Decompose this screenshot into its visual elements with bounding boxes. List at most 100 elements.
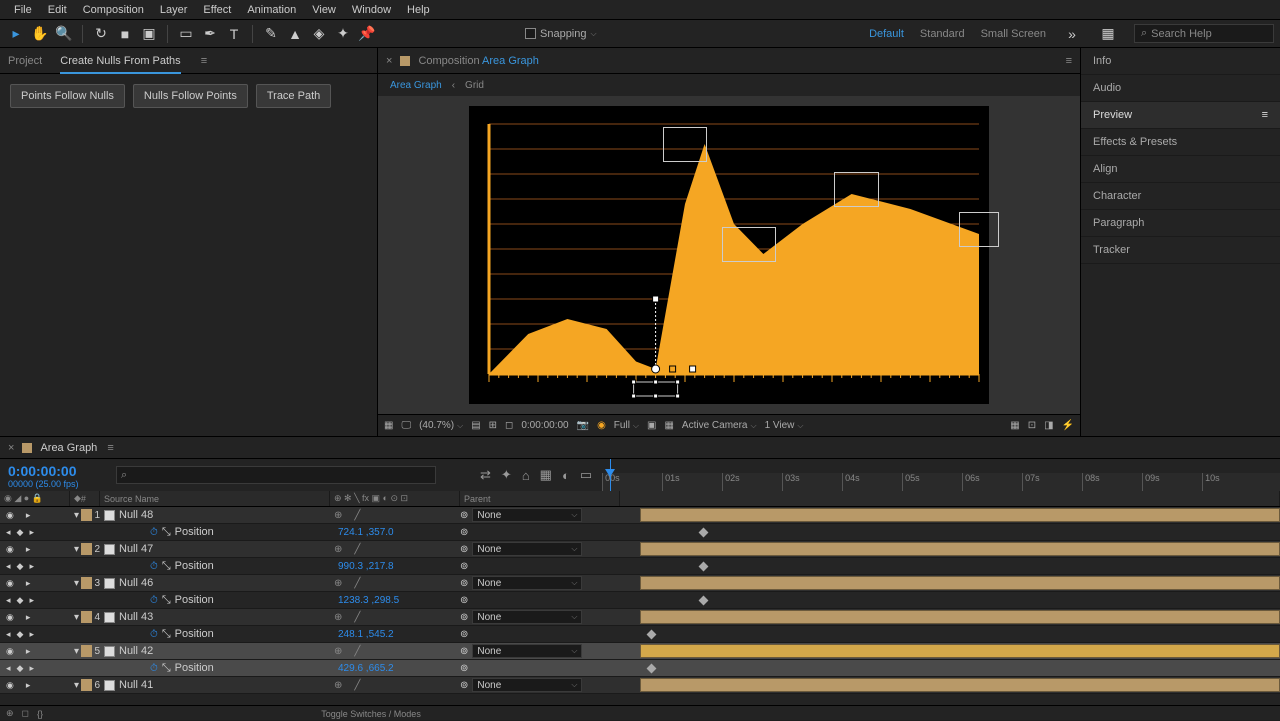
resolution-dropdown[interactable]: Full [614,420,639,431]
layer-row[interactable]: ◉ ▸ ▾4 Null 43 ⊕ ╱ ⊚None⌵ [0,609,1280,626]
motion-blur-icon[interactable]: ◐ [562,468,570,483]
layer-name[interactable]: Null 46 [119,577,153,589]
col-source-name[interactable]: Source Name [100,491,330,506]
pen-tool-icon[interactable]: ✒ [200,24,220,44]
stopwatch-icon[interactable]: ⏱ [150,561,158,572]
display-icon[interactable]: 🖵 [401,420,411,431]
views-dropdown[interactable]: 1 View [765,420,804,431]
menu-file[interactable]: File [6,2,40,18]
twirl-down-icon[interactable]: ▾ [74,544,79,555]
tab-project[interactable]: Project [8,55,42,67]
kf-diamond-icon[interactable]: ◆ [17,663,24,674]
close-timeline-tab-icon[interactable]: × [8,442,14,454]
stopwatch-icon[interactable]: ⏱ [150,595,158,606]
layer-name[interactable]: Null 43 [119,611,153,623]
kf-nav-prev-icon[interactable]: ◂ [6,629,11,640]
pickwhip-icon[interactable]: ⊚ [460,612,468,623]
eye-icon[interactable]: ◉ [6,646,14,657]
playhead[interactable] [610,459,611,491]
label-color-chip[interactable] [81,645,92,657]
property-name[interactable]: Position [175,526,214,538]
pickwhip-icon[interactable]: ⊚ [460,629,468,640]
transparency-icon[interactable]: ▦ [664,420,673,431]
keyframe-icon[interactable] [647,664,657,674]
grid-icon[interactable]: ⊞ [489,420,497,431]
expand-icon[interactable]: ⤡ [162,594,171,607]
chevron-down-icon[interactable]: ⌵ [591,29,597,39]
keyframe-icon[interactable] [699,596,709,606]
parent-dropdown[interactable]: None⌵ [472,542,582,556]
timeline-ruler[interactable]: 00s01s02s03s04s05s06s07s08s09s10s [602,459,1280,491]
snapshot-icon[interactable]: 📷 [577,420,589,431]
eye-icon[interactable]: ◉ [6,578,14,589]
kf-diamond-icon[interactable]: ◆ [17,527,24,538]
eye-icon[interactable]: ◉ [6,510,14,521]
camera-dropdown[interactable]: Active Camera [682,420,757,431]
parent-dropdown[interactable]: None⌵ [472,678,582,692]
kf-nav-next-icon[interactable]: ▸ [29,663,34,674]
twirl-icon[interactable]: ▸ [26,646,31,657]
comp-name-link[interactable]: Area Graph [482,55,539,67]
side-panel-preview[interactable]: Preview≡ [1081,102,1280,129]
layer-bar[interactable] [640,678,1280,692]
side-panel-info[interactable]: Info [1081,48,1280,75]
parent-dropdown[interactable]: None⌵ [472,644,582,658]
menu-effect[interactable]: Effect [195,2,239,18]
rectangle-tool-icon[interactable]: ▭ [176,24,196,44]
position-value[interactable]: 724.1 ,357.0 [334,527,394,538]
position-value[interactable]: 248.1 ,545.2 [334,629,394,640]
magnification-icon[interactable]: ▦ [384,420,393,431]
null-selection-box[interactable] [663,127,707,162]
pickwhip-icon[interactable]: ⊚ [460,680,468,691]
layer-name[interactable]: Null 48 [119,509,153,521]
current-timecode[interactable]: 0:00:00:00 [8,463,102,479]
side-panel-audio[interactable]: Audio [1081,75,1280,102]
twirl-icon[interactable]: ▸ [26,544,31,555]
layer-bar[interactable] [640,508,1280,522]
eye-icon[interactable]: ◉ [6,612,14,623]
eye-icon[interactable]: ◉ [6,544,14,555]
comp-mini-flow-icon[interactable]: ⇄ [480,467,491,483]
property-row[interactable]: ◂◆▸ ⏱⤡Position 990.3 ,217.8 ⊚ [0,558,1280,575]
label-color-chip[interactable] [81,679,92,691]
roto-tool-icon[interactable]: ✦ [333,24,353,44]
eraser-tool-icon[interactable]: ◈ [309,24,329,44]
kf-diamond-icon[interactable]: ◆ [17,595,24,606]
expand-icon[interactable]: ⤡ [162,526,171,539]
breadcrumb-child[interactable]: Grid [465,80,484,91]
kf-nav-next-icon[interactable]: ▸ [29,561,34,572]
menu-view[interactable]: View [304,2,344,18]
pickwhip-icon[interactable]: ⊚ [460,527,468,538]
pickwhip-icon[interactable]: ⊚ [460,510,468,521]
shy-icon[interactable]: ⌂ [522,468,530,483]
workspace-standard[interactable]: Standard [920,28,965,40]
points-follow-nulls-button[interactable]: Points Follow Nulls [10,84,125,108]
kf-nav-next-icon[interactable]: ▸ [29,527,34,538]
menu-edit[interactable]: Edit [40,2,75,18]
tl-footer-icon2[interactable]: ◻ [22,708,29,719]
pickwhip-icon[interactable]: ⊚ [460,595,468,606]
kf-nav-next-icon[interactable]: ▸ [29,629,34,640]
draft3d-icon[interactable]: ✦ [501,467,512,483]
tl-footer-icon3[interactable]: {} [37,709,43,719]
type-tool-icon[interactable]: T [224,24,244,44]
tl-footer-icon1[interactable]: ⊕ [6,708,14,719]
hand-tool-icon[interactable]: ✋ [30,24,50,44]
snapping-checkbox-icon[interactable] [525,28,536,39]
label-color-chip[interactable] [81,611,92,623]
layer-name[interactable]: Null 47 [119,543,153,555]
null-selection-box[interactable] [959,212,998,247]
property-row[interactable]: ◂◆▸ ⏱⤡Position 724.1 ,357.0 ⊚ [0,524,1280,541]
pan-behind-tool-icon[interactable]: ▣ [139,24,159,44]
viewer-opt1-icon[interactable]: ▦ [1010,420,1019,431]
property-name[interactable]: Position [175,594,214,606]
viewer-opt3-icon[interactable]: ◨ [1044,420,1053,431]
null-selection-box[interactable] [722,227,776,262]
kf-diamond-icon[interactable]: ◆ [17,629,24,640]
res-icon[interactable]: ▤ [471,420,480,431]
layer-name[interactable]: Null 41 [119,679,153,691]
kf-nav-prev-icon[interactable]: ◂ [6,595,11,606]
property-name[interactable]: Position [175,628,214,640]
pickwhip-icon[interactable]: ⊚ [460,561,468,572]
position-value[interactable]: 1238.3 ,298.5 [334,595,399,606]
